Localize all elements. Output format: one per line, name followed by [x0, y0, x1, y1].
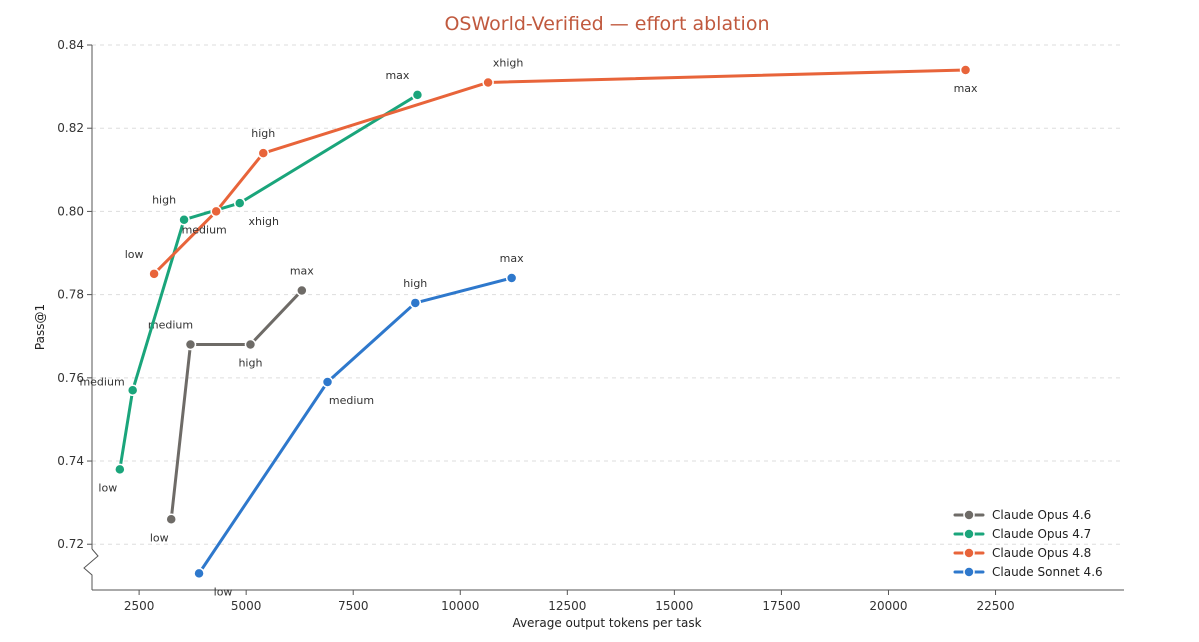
point-label: max	[385, 69, 409, 82]
data-point	[482, 76, 494, 89]
legend-item: Claude Opus 4.6	[953, 508, 1091, 522]
x-tick-label: 20000	[869, 599, 907, 613]
series-claude-opus-4-8: low medium high xhigh max	[125, 56, 978, 280]
data-point	[257, 147, 270, 159]
point-label: medium	[79, 375, 124, 388]
point-label: medium	[329, 394, 374, 407]
data-point	[165, 513, 177, 526]
point-label: medium	[148, 319, 193, 332]
x-tick-label: 22500	[976, 599, 1014, 613]
legend-label: Claude Opus 4.8	[992, 546, 1091, 560]
legend-item: Claude Opus 4.7	[953, 527, 1091, 541]
series-claude-opus-4-7: low medium high xhigh max	[79, 69, 424, 494]
y-tick-label: 0.80	[57, 204, 84, 218]
legend-swatch-marker	[963, 528, 975, 540]
x-tick-label: 10000	[441, 599, 479, 613]
legend-label: Claude Opus 4.6	[992, 508, 1091, 522]
grid-lines	[92, 44, 1124, 545]
x-tick-label: 17500	[762, 599, 800, 613]
point-label: low	[125, 248, 144, 261]
legend-item: Claude Sonnet 4.6	[953, 565, 1103, 579]
data-point	[178, 213, 190, 226]
series-claude-sonnet-4-6: low medium high max	[193, 252, 524, 598]
data-point	[321, 376, 334, 388]
y-axis-break	[83, 548, 99, 590]
point-label: low	[214, 585, 233, 598]
data-point	[193, 567, 205, 580]
data-point	[411, 89, 424, 101]
point-label: xhigh	[493, 56, 524, 69]
point-label: low	[150, 531, 169, 544]
point-label: max	[290, 264, 314, 277]
y-tick-label: 0.78	[57, 288, 84, 302]
y-tick-label: 0.84	[57, 38, 84, 52]
legend-swatch-marker	[963, 547, 975, 559]
data-point	[148, 268, 160, 280]
data-point	[114, 463, 126, 476]
legend-swatch-marker	[963, 509, 975, 521]
y-tick-label: 0.72	[57, 537, 84, 551]
point-label: max	[500, 252, 524, 265]
data-point	[233, 197, 246, 209]
y-tick-label: 0.76	[57, 371, 84, 385]
point-label: medium	[182, 223, 227, 236]
data-point	[244, 338, 257, 351]
x-tick-label: 7500	[338, 599, 369, 613]
data-point	[184, 338, 197, 351]
point-label: low	[98, 481, 117, 494]
series-line	[197, 276, 514, 575]
x-tick-label: 12500	[548, 599, 586, 613]
series-line	[169, 288, 304, 521]
x-tick-label: 15000	[655, 599, 693, 613]
x-tick-label: 2500	[124, 599, 155, 613]
point-label: high	[403, 277, 427, 290]
point-label: xhigh	[248, 215, 279, 228]
data-point	[296, 284, 308, 297]
series-line	[152, 68, 968, 276]
data-point	[210, 205, 222, 218]
legend-item: Claude Opus 4.8	[953, 546, 1091, 560]
x-tick-label: 5000	[231, 599, 262, 613]
series-layer: lowmediumhighmaxlowmediumhighxhighmaxlow…	[79, 56, 978, 598]
legend-swatch-marker	[963, 566, 975, 578]
point-label: high	[238, 357, 262, 370]
point-label: max	[954, 82, 978, 95]
legend-label: Claude Opus 4.7	[992, 527, 1091, 541]
legend: Claude Opus 4.6 Claude Opus 4.7 Claude Opu…	[953, 508, 1103, 579]
point-label: high	[152, 194, 176, 207]
data-point	[959, 64, 972, 76]
y-axis-title: Pass@1	[33, 304, 47, 350]
y-tick-label: 0.74	[57, 454, 84, 468]
x-axis-title: Average output tokens per task	[512, 616, 701, 630]
series-claude-opus-4-6: low medium high max	[148, 264, 314, 544]
y-tick-label: 0.82	[57, 121, 84, 135]
data-point	[126, 384, 139, 397]
legend-label: Claude Sonnet 4.6	[992, 565, 1103, 579]
data-point	[505, 272, 518, 284]
data-point	[409, 297, 422, 309]
chart-title: OSWorld-Verified — effort ablation	[444, 13, 769, 35]
axes: 0.72 0.74 0.76 0.78 0.80 0.82 0.84 2500 5000 7500…	[57, 38, 1124, 613]
point-label: high	[251, 127, 275, 140]
